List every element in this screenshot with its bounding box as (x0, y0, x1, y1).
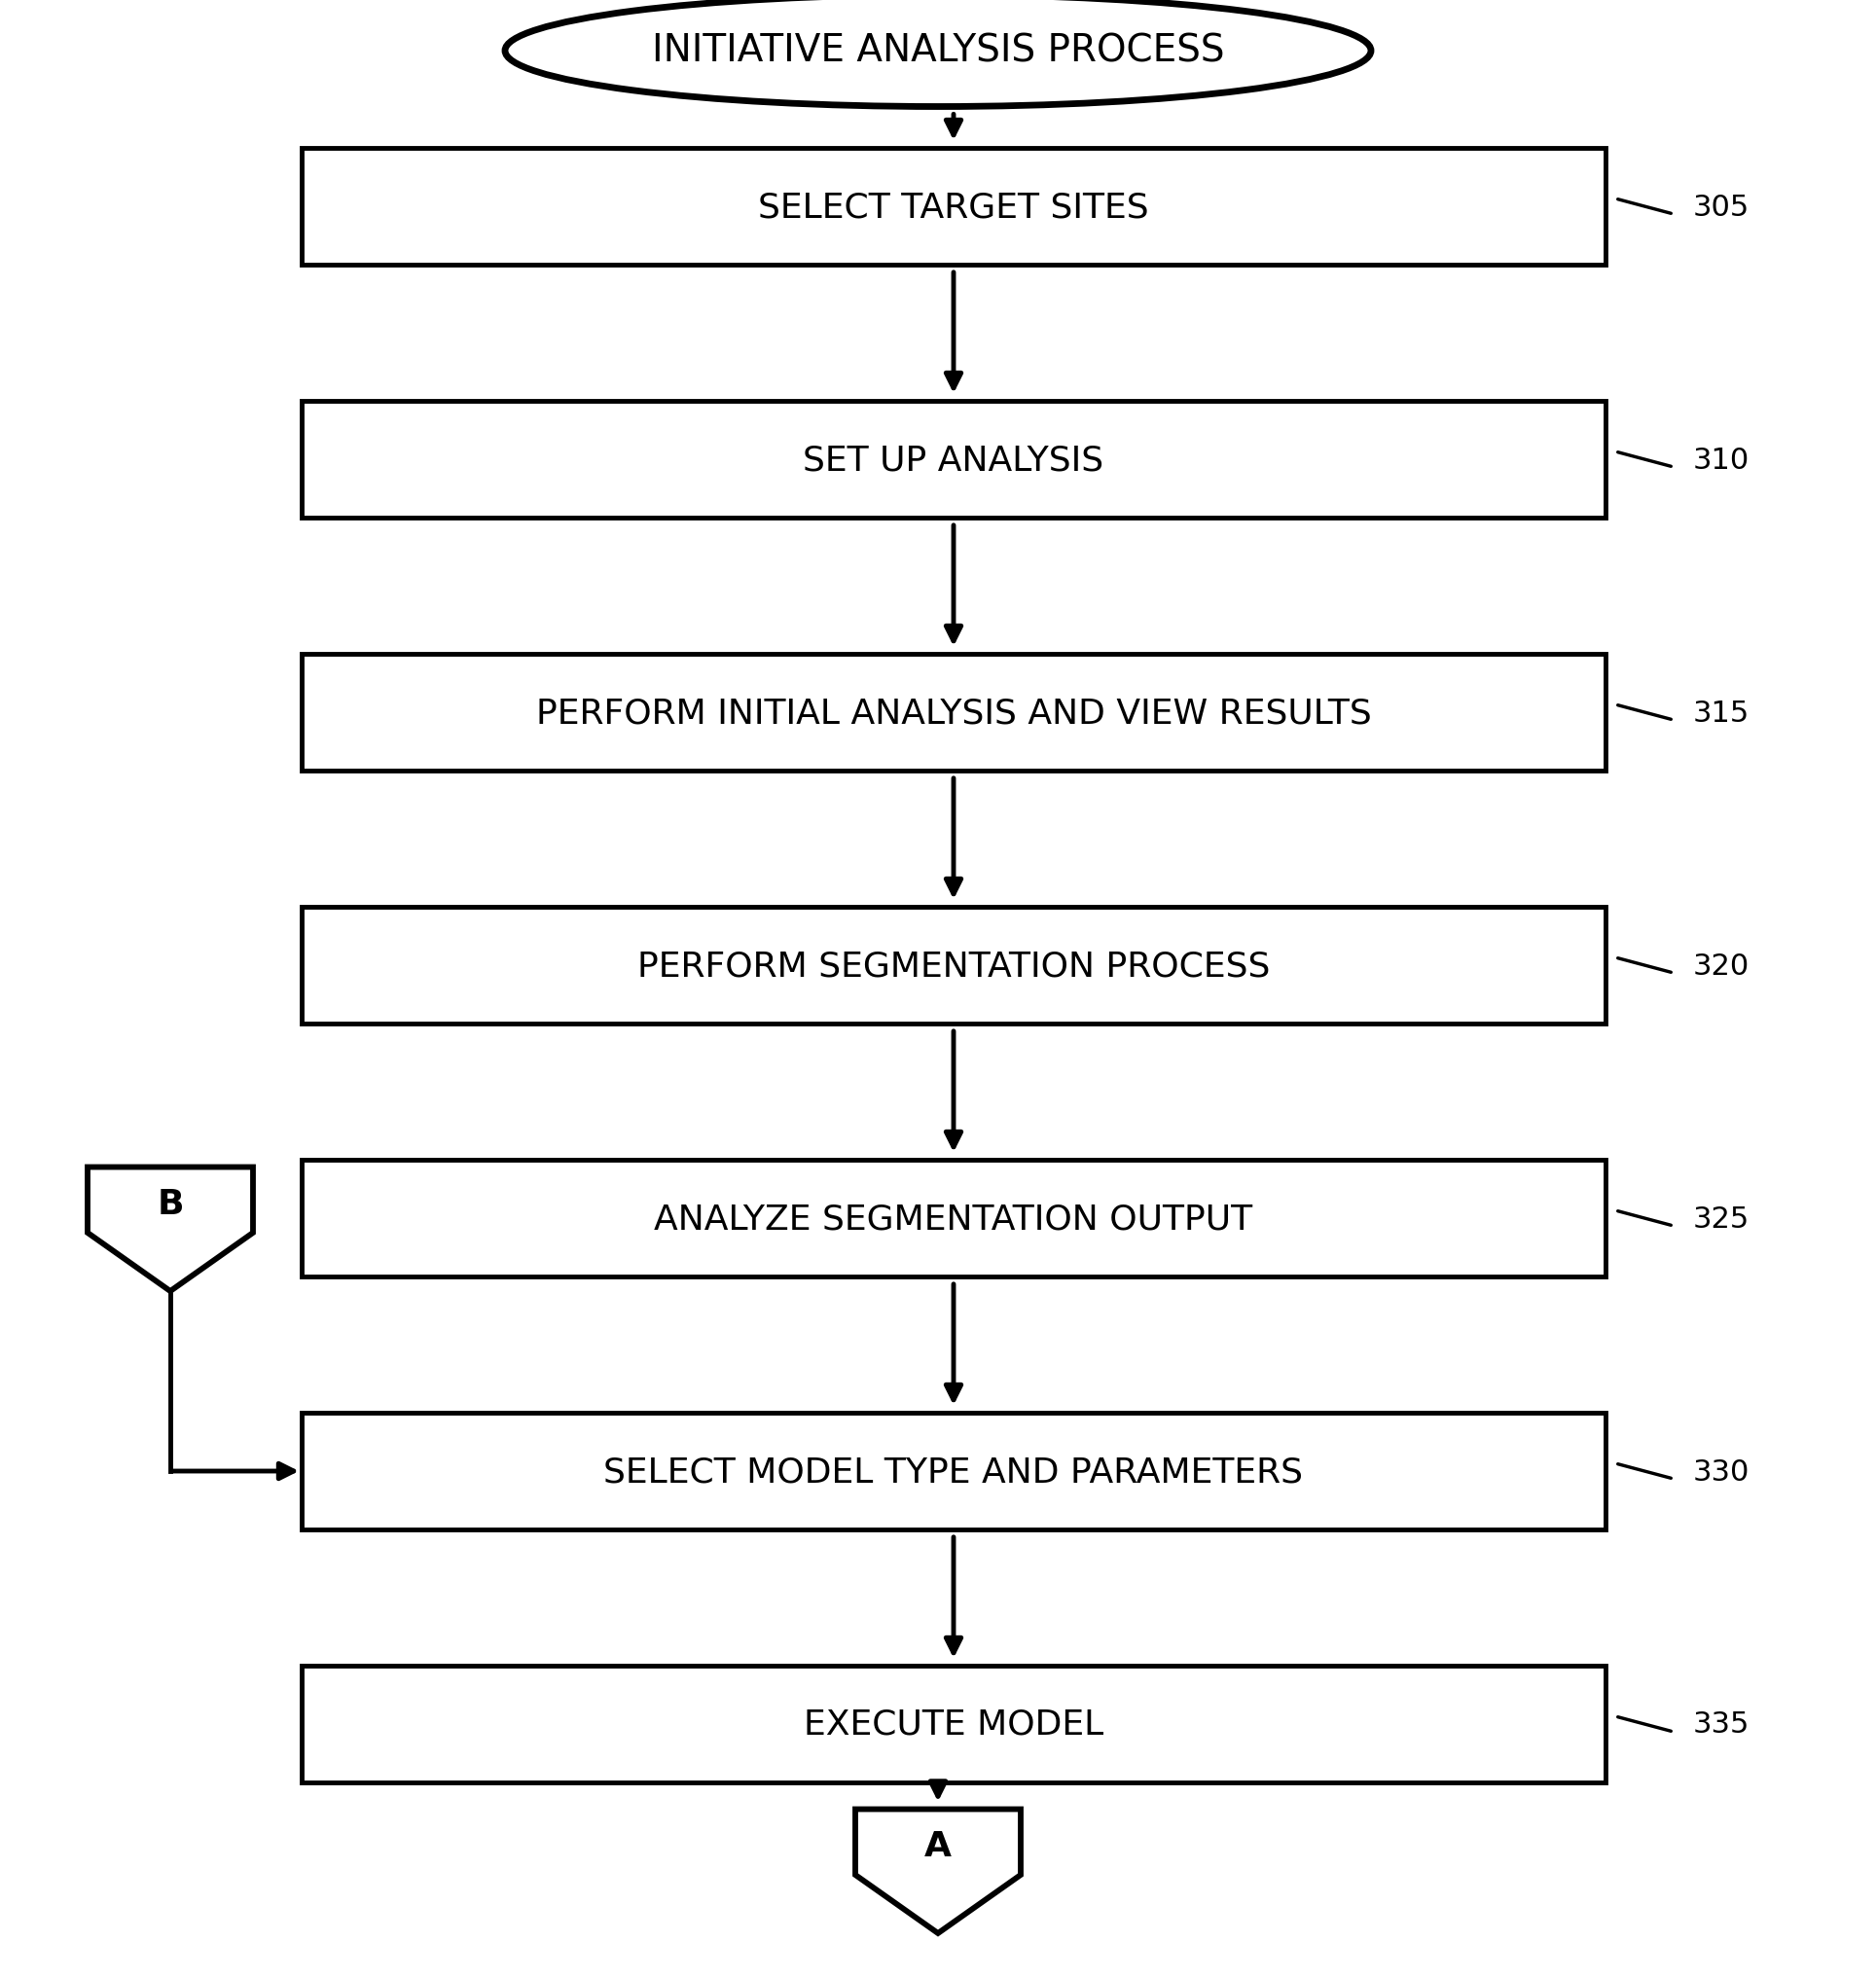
Bar (302, 401, 1606, 518)
Text: 305: 305 (1692, 194, 1750, 221)
Text: ANALYZE SEGMENTATION OUTPUT: ANALYZE SEGMENTATION OUTPUT (655, 1202, 1253, 1236)
Text: SELECT TARGET SITES: SELECT TARGET SITES (758, 190, 1148, 223)
Text: EXECUTE MODEL: EXECUTE MODEL (803, 1708, 1103, 1740)
Bar (302, 1667, 1606, 1783)
Ellipse shape (505, 0, 1371, 107)
Text: 330: 330 (1692, 1457, 1750, 1485)
Text: SET UP ANALYSIS: SET UP ANALYSIS (803, 443, 1103, 476)
Text: B: B (158, 1188, 184, 1220)
Text: 320: 320 (1692, 951, 1750, 981)
Polygon shape (855, 1809, 1021, 1934)
Text: 335: 335 (1692, 1710, 1750, 1738)
Bar (302, 148, 1606, 265)
Text: INITIATIVE ANALYSIS PROCESS: INITIATIVE ANALYSIS PROCESS (651, 34, 1225, 69)
Bar (302, 1414, 1606, 1530)
Text: PERFORM SEGMENTATION PROCESS: PERFORM SEGMENTATION PROCESS (638, 949, 1270, 983)
Text: A: A (925, 1829, 951, 1862)
Bar (302, 907, 1606, 1024)
Bar (302, 1160, 1606, 1277)
Text: SELECT MODEL TYPE AND PARAMETERS: SELECT MODEL TYPE AND PARAMETERS (604, 1455, 1304, 1489)
Bar (302, 654, 1606, 771)
Text: 315: 315 (1692, 698, 1750, 728)
Polygon shape (88, 1168, 253, 1291)
Text: PERFORM INITIAL ANALYSIS AND VIEW RESULTS: PERFORM INITIAL ANALYSIS AND VIEW RESULT… (537, 696, 1371, 730)
Text: 325: 325 (1692, 1204, 1750, 1232)
Text: 310: 310 (1692, 447, 1750, 474)
